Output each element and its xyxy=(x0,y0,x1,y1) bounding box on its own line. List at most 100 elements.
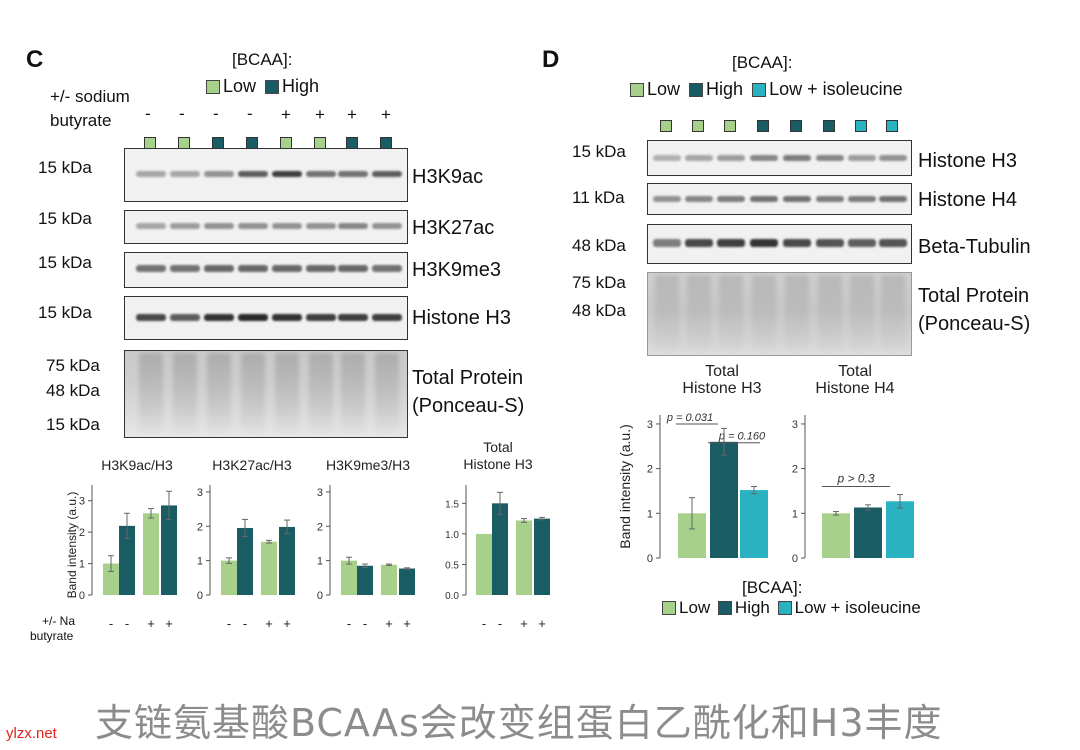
c-lane-sign-6: + xyxy=(315,105,325,124)
bar xyxy=(221,560,237,595)
x-sign: + xyxy=(165,616,173,631)
y-axis-label: Band intensity (a.u.) xyxy=(65,492,79,599)
d-blot-beta-tubulin xyxy=(647,224,912,264)
ponceau-lane xyxy=(207,353,231,435)
x-sign: - xyxy=(498,616,502,631)
ponceau-lane xyxy=(139,353,163,435)
x-sign: - xyxy=(125,616,129,631)
chart-title-line1: Total xyxy=(838,363,872,380)
ponceau-lane xyxy=(309,353,333,435)
chart-title-line1: Total xyxy=(483,439,513,455)
band xyxy=(272,265,302,272)
y-tick-label: 1 xyxy=(792,508,798,520)
band xyxy=(204,265,234,272)
ponceau-lane xyxy=(818,275,842,353)
band xyxy=(848,239,876,247)
d-bottom-legend-title: [BCAA]: xyxy=(742,578,803,597)
band xyxy=(372,223,402,229)
bar xyxy=(237,527,253,595)
d-lane-square-8 xyxy=(886,120,898,132)
y-tick-label: 2 xyxy=(647,464,653,476)
band xyxy=(879,196,907,202)
d-legend-high-label: High xyxy=(706,79,744,99)
band xyxy=(816,155,844,161)
bar xyxy=(854,507,882,558)
band xyxy=(879,239,907,247)
y-tick-label: 2 xyxy=(197,521,203,533)
bar xyxy=(710,441,738,558)
y-tick-label: 1 xyxy=(197,556,203,568)
bar xyxy=(143,513,159,595)
band xyxy=(306,223,336,229)
bar xyxy=(119,525,135,595)
x-sign: - xyxy=(347,616,351,631)
ponceau-lane xyxy=(719,275,743,353)
band xyxy=(338,223,368,229)
band xyxy=(816,196,844,202)
bar xyxy=(279,526,295,595)
band xyxy=(848,155,876,161)
legend-high-swatch xyxy=(265,80,280,94)
bar xyxy=(740,490,768,558)
ponceau-lane xyxy=(173,353,197,435)
d-blot1-kda: 15 kDa xyxy=(572,142,626,161)
band xyxy=(783,196,811,202)
c-lane-sign-5: + xyxy=(281,105,291,124)
band xyxy=(816,239,844,247)
d-bottom-high-label: High xyxy=(734,598,770,617)
bar xyxy=(161,505,177,595)
butyrate-label-line1: +/- sodium xyxy=(50,87,130,106)
d-lane-square-6 xyxy=(823,120,835,132)
c-ponceau-kda-75: 75 kDa xyxy=(46,356,100,375)
ponceau-lane xyxy=(375,353,399,435)
legend-low-swatch xyxy=(206,80,220,94)
x-sign: - xyxy=(227,616,231,631)
c-xlabel-line1: +/- Na xyxy=(42,614,76,628)
band xyxy=(750,239,778,247)
panel-d-letter: D xyxy=(542,46,560,73)
x-sign: + xyxy=(385,616,393,631)
d-bottom-iso-swatch xyxy=(777,601,792,615)
x-sign: + xyxy=(403,616,411,631)
x-sign: + xyxy=(265,616,273,631)
band xyxy=(204,171,234,177)
band xyxy=(372,314,402,321)
y-tick-label: 1.0 xyxy=(445,530,459,541)
c-blot4-kda: 15 kDa xyxy=(38,303,92,322)
bar xyxy=(341,560,357,595)
d-blot3-label: Beta-Tubulin xyxy=(918,236,1031,258)
y-tick-label: 3 xyxy=(79,496,85,508)
band xyxy=(338,171,368,177)
chart-title: H3K9ac/H3 xyxy=(101,457,173,473)
band xyxy=(372,265,402,272)
d-ponceau-label-1: Total Protein xyxy=(918,285,1030,307)
c-blot4-label: Histone H3 xyxy=(412,307,511,329)
y-tick-label: 2 xyxy=(317,521,323,533)
d-ponceau-kda-75: 75 kDa xyxy=(572,273,626,292)
d-ponceau-label-2: (Ponceau-S) xyxy=(918,313,1031,335)
band xyxy=(170,265,200,272)
ponceau-lane xyxy=(785,275,809,353)
sig-label: p = 0.160 xyxy=(718,431,766,443)
bar xyxy=(399,568,415,595)
y-tick-label: 2 xyxy=(792,464,798,476)
c-blot-h3k27ac xyxy=(124,210,408,244)
band xyxy=(372,171,402,177)
band xyxy=(238,171,268,177)
sig-label: p > 0.3 xyxy=(836,472,874,486)
chart-title: H3K27ac/H3 xyxy=(212,457,292,473)
y-tick-label: 0 xyxy=(197,590,203,602)
c-ponceau-label-2: (Ponceau-S) xyxy=(412,395,525,417)
y-tick-label: 3 xyxy=(647,419,653,431)
ponceau-lane xyxy=(241,353,265,435)
footer-caption: 支链氨基酸BCAAs会改变组蛋白乙酰化和H3丰度 xyxy=(95,701,943,745)
ponceau-lane xyxy=(655,275,679,353)
x-sign: + xyxy=(538,616,546,631)
band xyxy=(238,314,268,321)
band xyxy=(338,265,368,272)
panel-c-letter: C xyxy=(26,46,44,73)
y-tick-label: 0 xyxy=(647,553,653,565)
d-blot-histone-h3 xyxy=(647,140,912,176)
bar xyxy=(261,541,277,595)
d-ponceau-kda-48: 48 kDa xyxy=(572,301,626,320)
